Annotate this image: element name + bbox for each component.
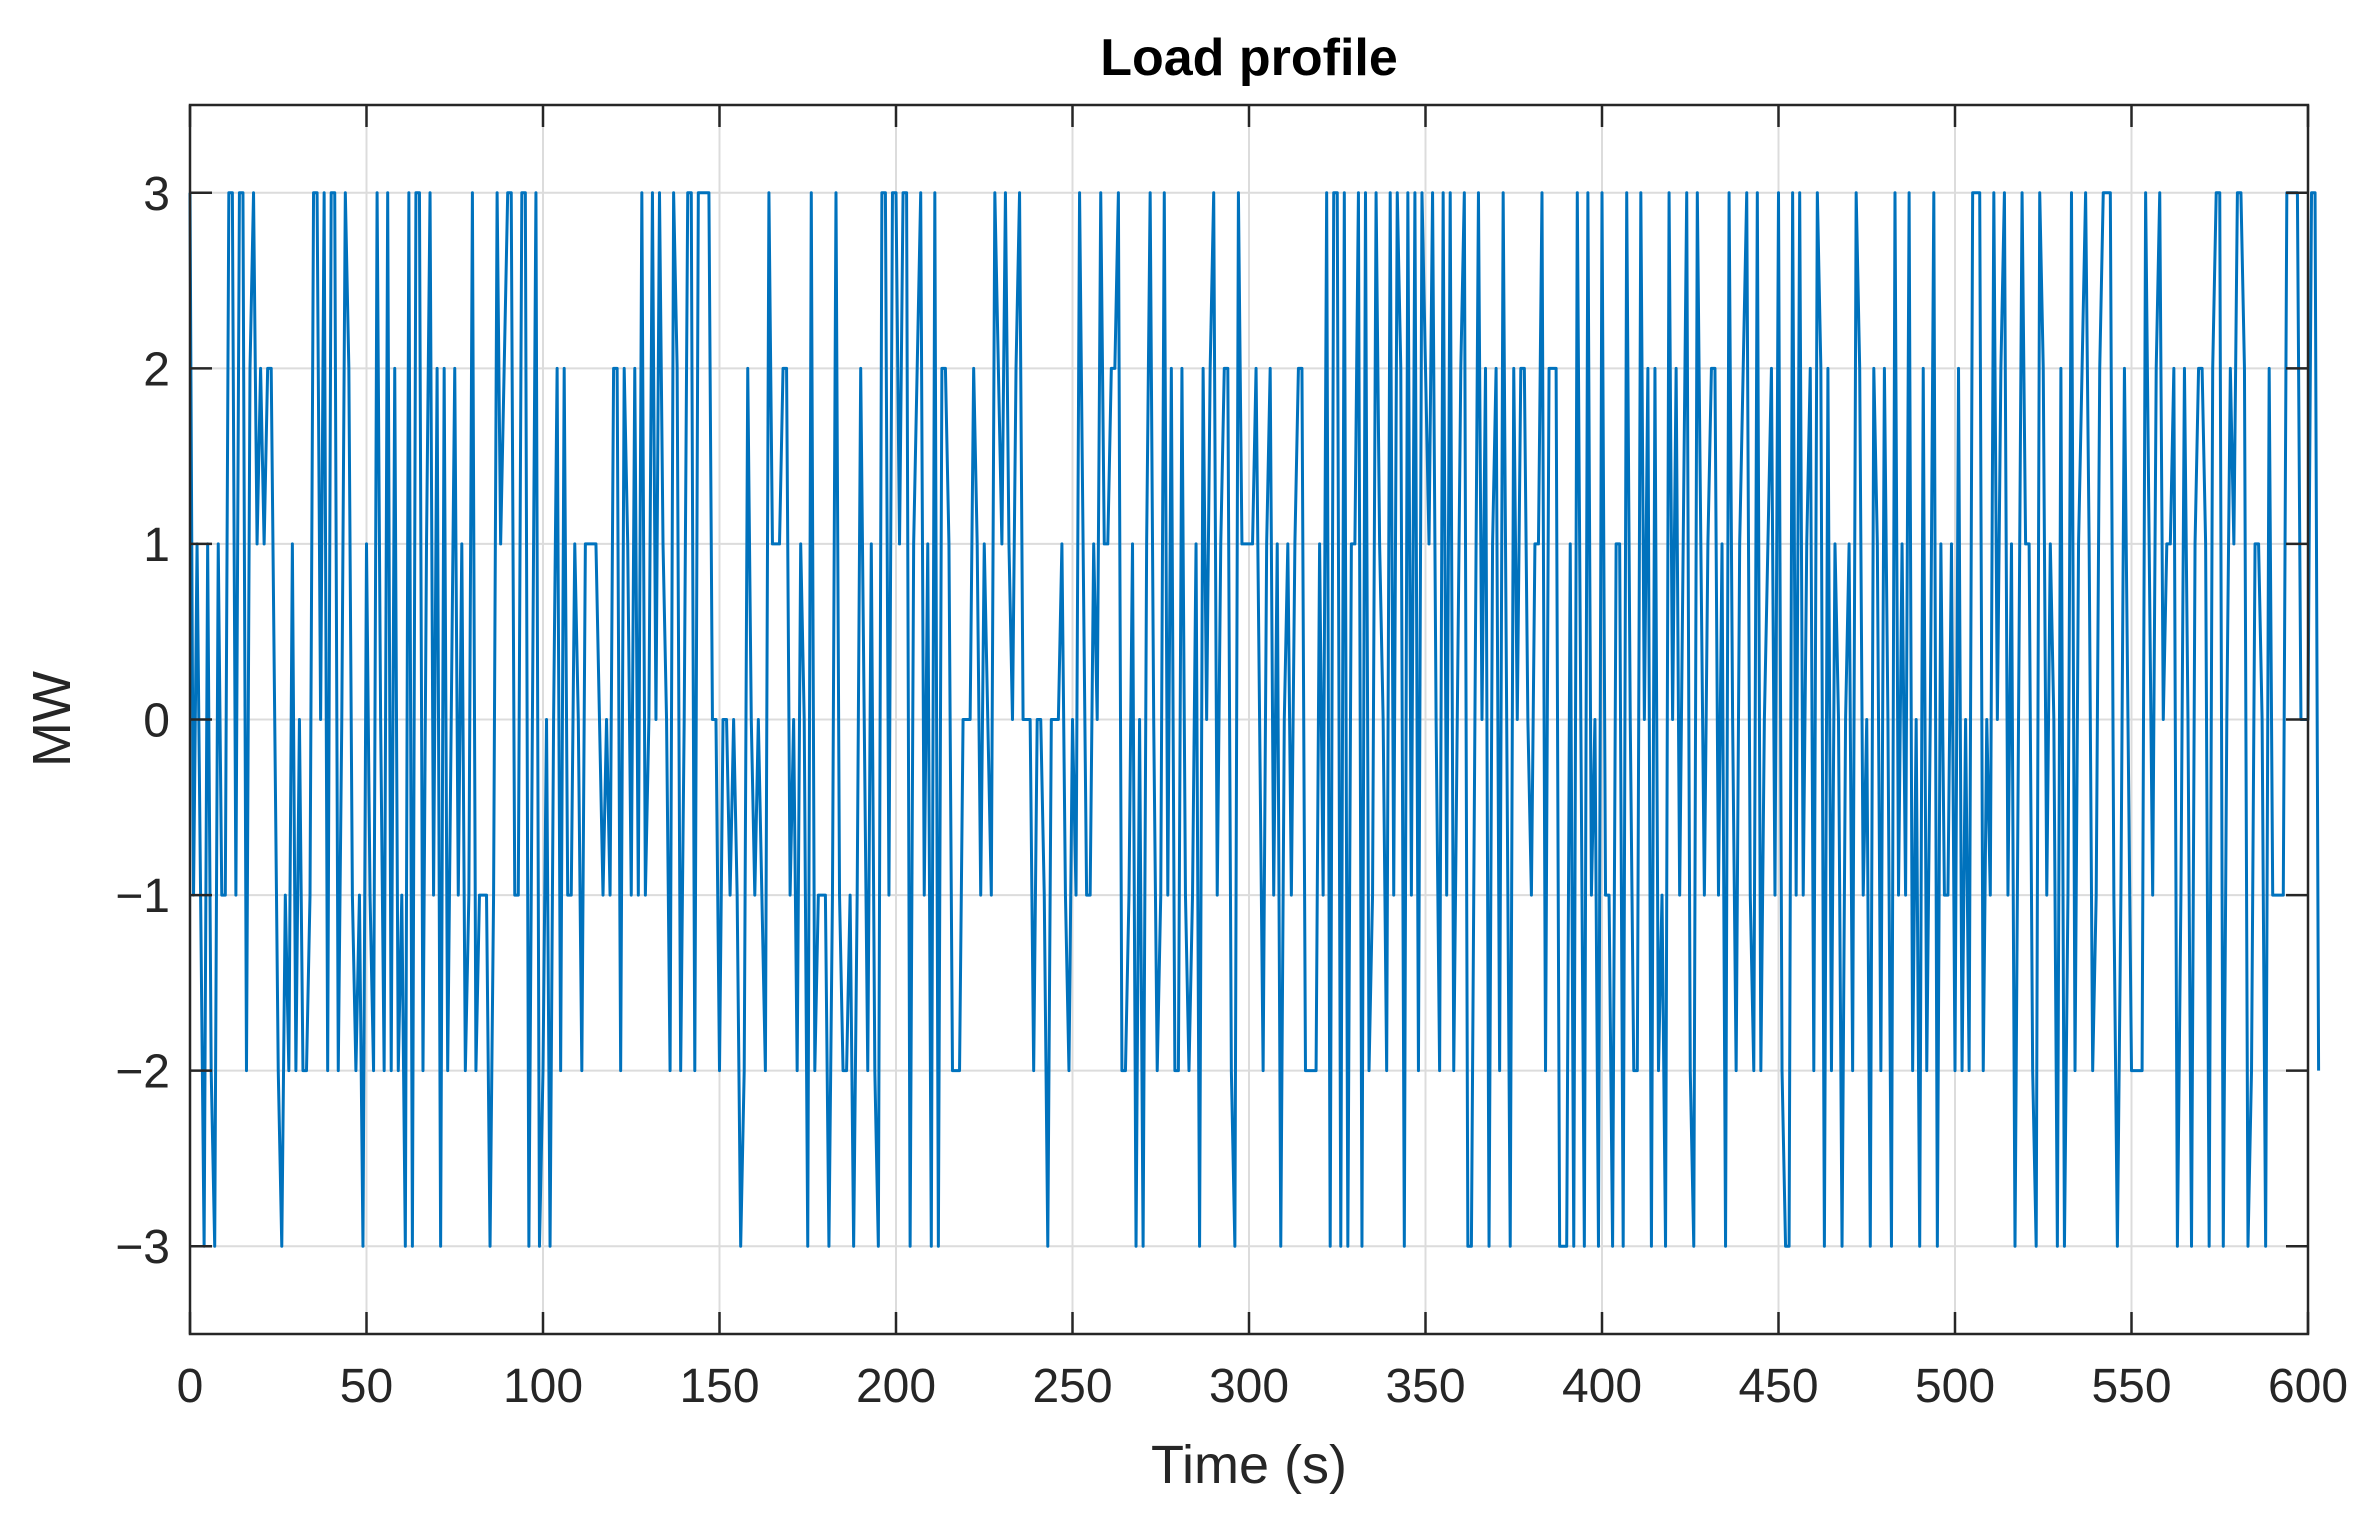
x-tick-label-6: 300 xyxy=(1209,1360,1289,1413)
series-line-0 xyxy=(188,191,2321,1248)
y-tick-label-6: 3 xyxy=(143,168,170,221)
x-tick-label-12: 600 xyxy=(2268,1360,2348,1413)
x-tick-label-4: 200 xyxy=(856,1360,936,1413)
x-tick-label-1: 50 xyxy=(340,1360,393,1413)
y-tick-label-5: 2 xyxy=(143,343,170,396)
y-tick-label-2: −1 xyxy=(115,870,170,923)
series-group xyxy=(188,191,2321,1248)
x-tick-label-10: 500 xyxy=(1915,1360,1995,1413)
x-tick-label-11: 550 xyxy=(2091,1360,2171,1413)
x-tick-label-9: 450 xyxy=(1738,1360,1818,1413)
x-tick-label-8: 400 xyxy=(1562,1360,1642,1413)
x-tick-label-7: 350 xyxy=(1385,1360,1465,1413)
y-tick-label-0: −3 xyxy=(115,1221,170,1274)
x-tick-label-5: 250 xyxy=(1032,1360,1112,1413)
tick-labels: 0 50 100 150 200 250 300 350 400 450 500 550 600 −3 −2… xyxy=(115,168,2348,1413)
y-tick-label-3: 0 xyxy=(143,695,170,748)
x-tick-label-3: 150 xyxy=(679,1360,759,1413)
axes xyxy=(188,103,2310,1336)
y-tick-label-1: −2 xyxy=(115,1046,170,1099)
y-axis-label: MW xyxy=(22,671,82,767)
chart-title: Load profile xyxy=(1100,29,1398,87)
x-axis-label: Time (s) xyxy=(1151,1435,1347,1495)
x-tick-label-0: 0 xyxy=(177,1360,204,1413)
x-tick-label-2: 100 xyxy=(503,1360,583,1413)
y-tick-label-4: 1 xyxy=(143,519,170,572)
